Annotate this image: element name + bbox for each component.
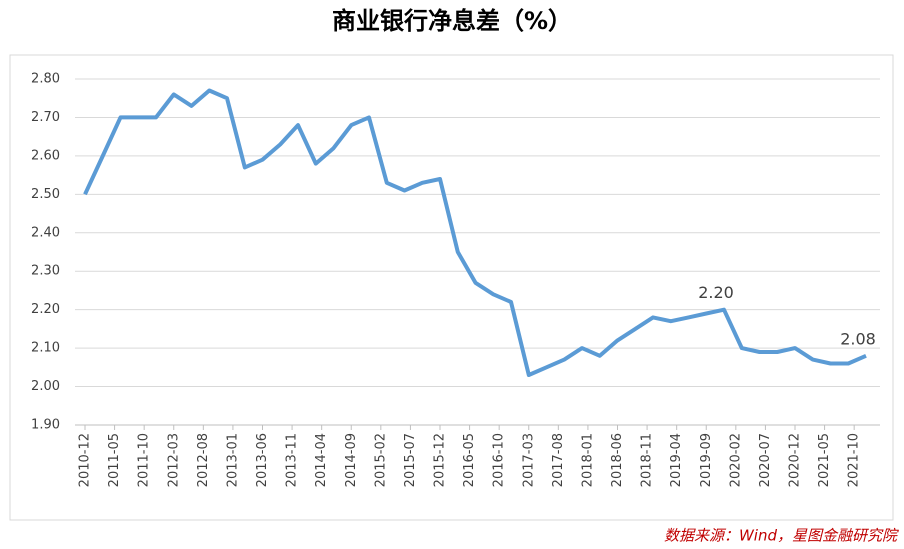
x-tick-label: 2013-01 bbox=[225, 433, 240, 487]
x-tick-label: 2017-03 bbox=[521, 433, 536, 487]
x-tick-label: 2013-06 bbox=[255, 433, 270, 487]
x-tick-label: 2021-10 bbox=[847, 433, 862, 487]
chart-frame bbox=[9, 54, 894, 521]
x-tick-label: 2020-12 bbox=[788, 433, 803, 487]
x-tick-label: 2015-12 bbox=[433, 433, 448, 487]
data-label: 2.08 bbox=[840, 329, 876, 348]
x-tick-label: 2011-10 bbox=[137, 433, 152, 487]
x-tick-label: 2017-08 bbox=[551, 433, 566, 487]
x-tick-label: 2013-11 bbox=[285, 433, 300, 487]
x-tick-label: 2018-06 bbox=[610, 433, 625, 487]
x-tick-label: 2014-04 bbox=[314, 433, 329, 487]
x-tick-label: 2012-08 bbox=[196, 433, 211, 487]
y-tick-label: 2.00 bbox=[31, 379, 60, 394]
y-tick-label: 2.80 bbox=[31, 72, 60, 87]
x-tick-label: 2016-10 bbox=[492, 433, 507, 487]
x-tick-label: 2011-05 bbox=[107, 433, 122, 487]
x-tick-label: 2015-02 bbox=[373, 433, 388, 487]
y-tick-label: 2.70 bbox=[31, 110, 60, 125]
x-tick-label: 2019-09 bbox=[699, 433, 714, 487]
x-tick-label: 2012-03 bbox=[166, 433, 181, 487]
y-tick-label: 2.20 bbox=[31, 302, 60, 317]
x-tick-label: 2019-04 bbox=[669, 433, 684, 487]
source-note: 数据来源：Wind，星图金融研究院 bbox=[664, 527, 899, 545]
x-tick-label: 2021-05 bbox=[817, 433, 832, 487]
x-tick-label: 2014-09 bbox=[344, 433, 359, 487]
x-tick-label: 2018-11 bbox=[640, 433, 655, 487]
y-tick-label: 2.50 bbox=[31, 187, 60, 202]
x-tick-label: 2016-05 bbox=[462, 433, 477, 487]
data-label: 2.20 bbox=[698, 283, 734, 302]
y-tick-label: 2.10 bbox=[31, 341, 60, 356]
x-tick-label: 2015-07 bbox=[403, 433, 418, 487]
x-tick-label: 2020-02 bbox=[728, 433, 743, 487]
y-tick-label: 1.90 bbox=[31, 418, 60, 433]
x-tick-label: 2020-07 bbox=[758, 433, 773, 487]
x-tick-label: 2010-12 bbox=[78, 433, 93, 487]
y-tick-label: 2.60 bbox=[31, 148, 60, 163]
y-tick-label: 2.40 bbox=[31, 225, 60, 240]
data-line bbox=[83, 88, 867, 377]
x-tick-label: 2018-01 bbox=[580, 433, 595, 487]
y-tick-label: 2.30 bbox=[31, 264, 60, 279]
chart-title: 商业银行净息差（%） bbox=[332, 7, 572, 35]
